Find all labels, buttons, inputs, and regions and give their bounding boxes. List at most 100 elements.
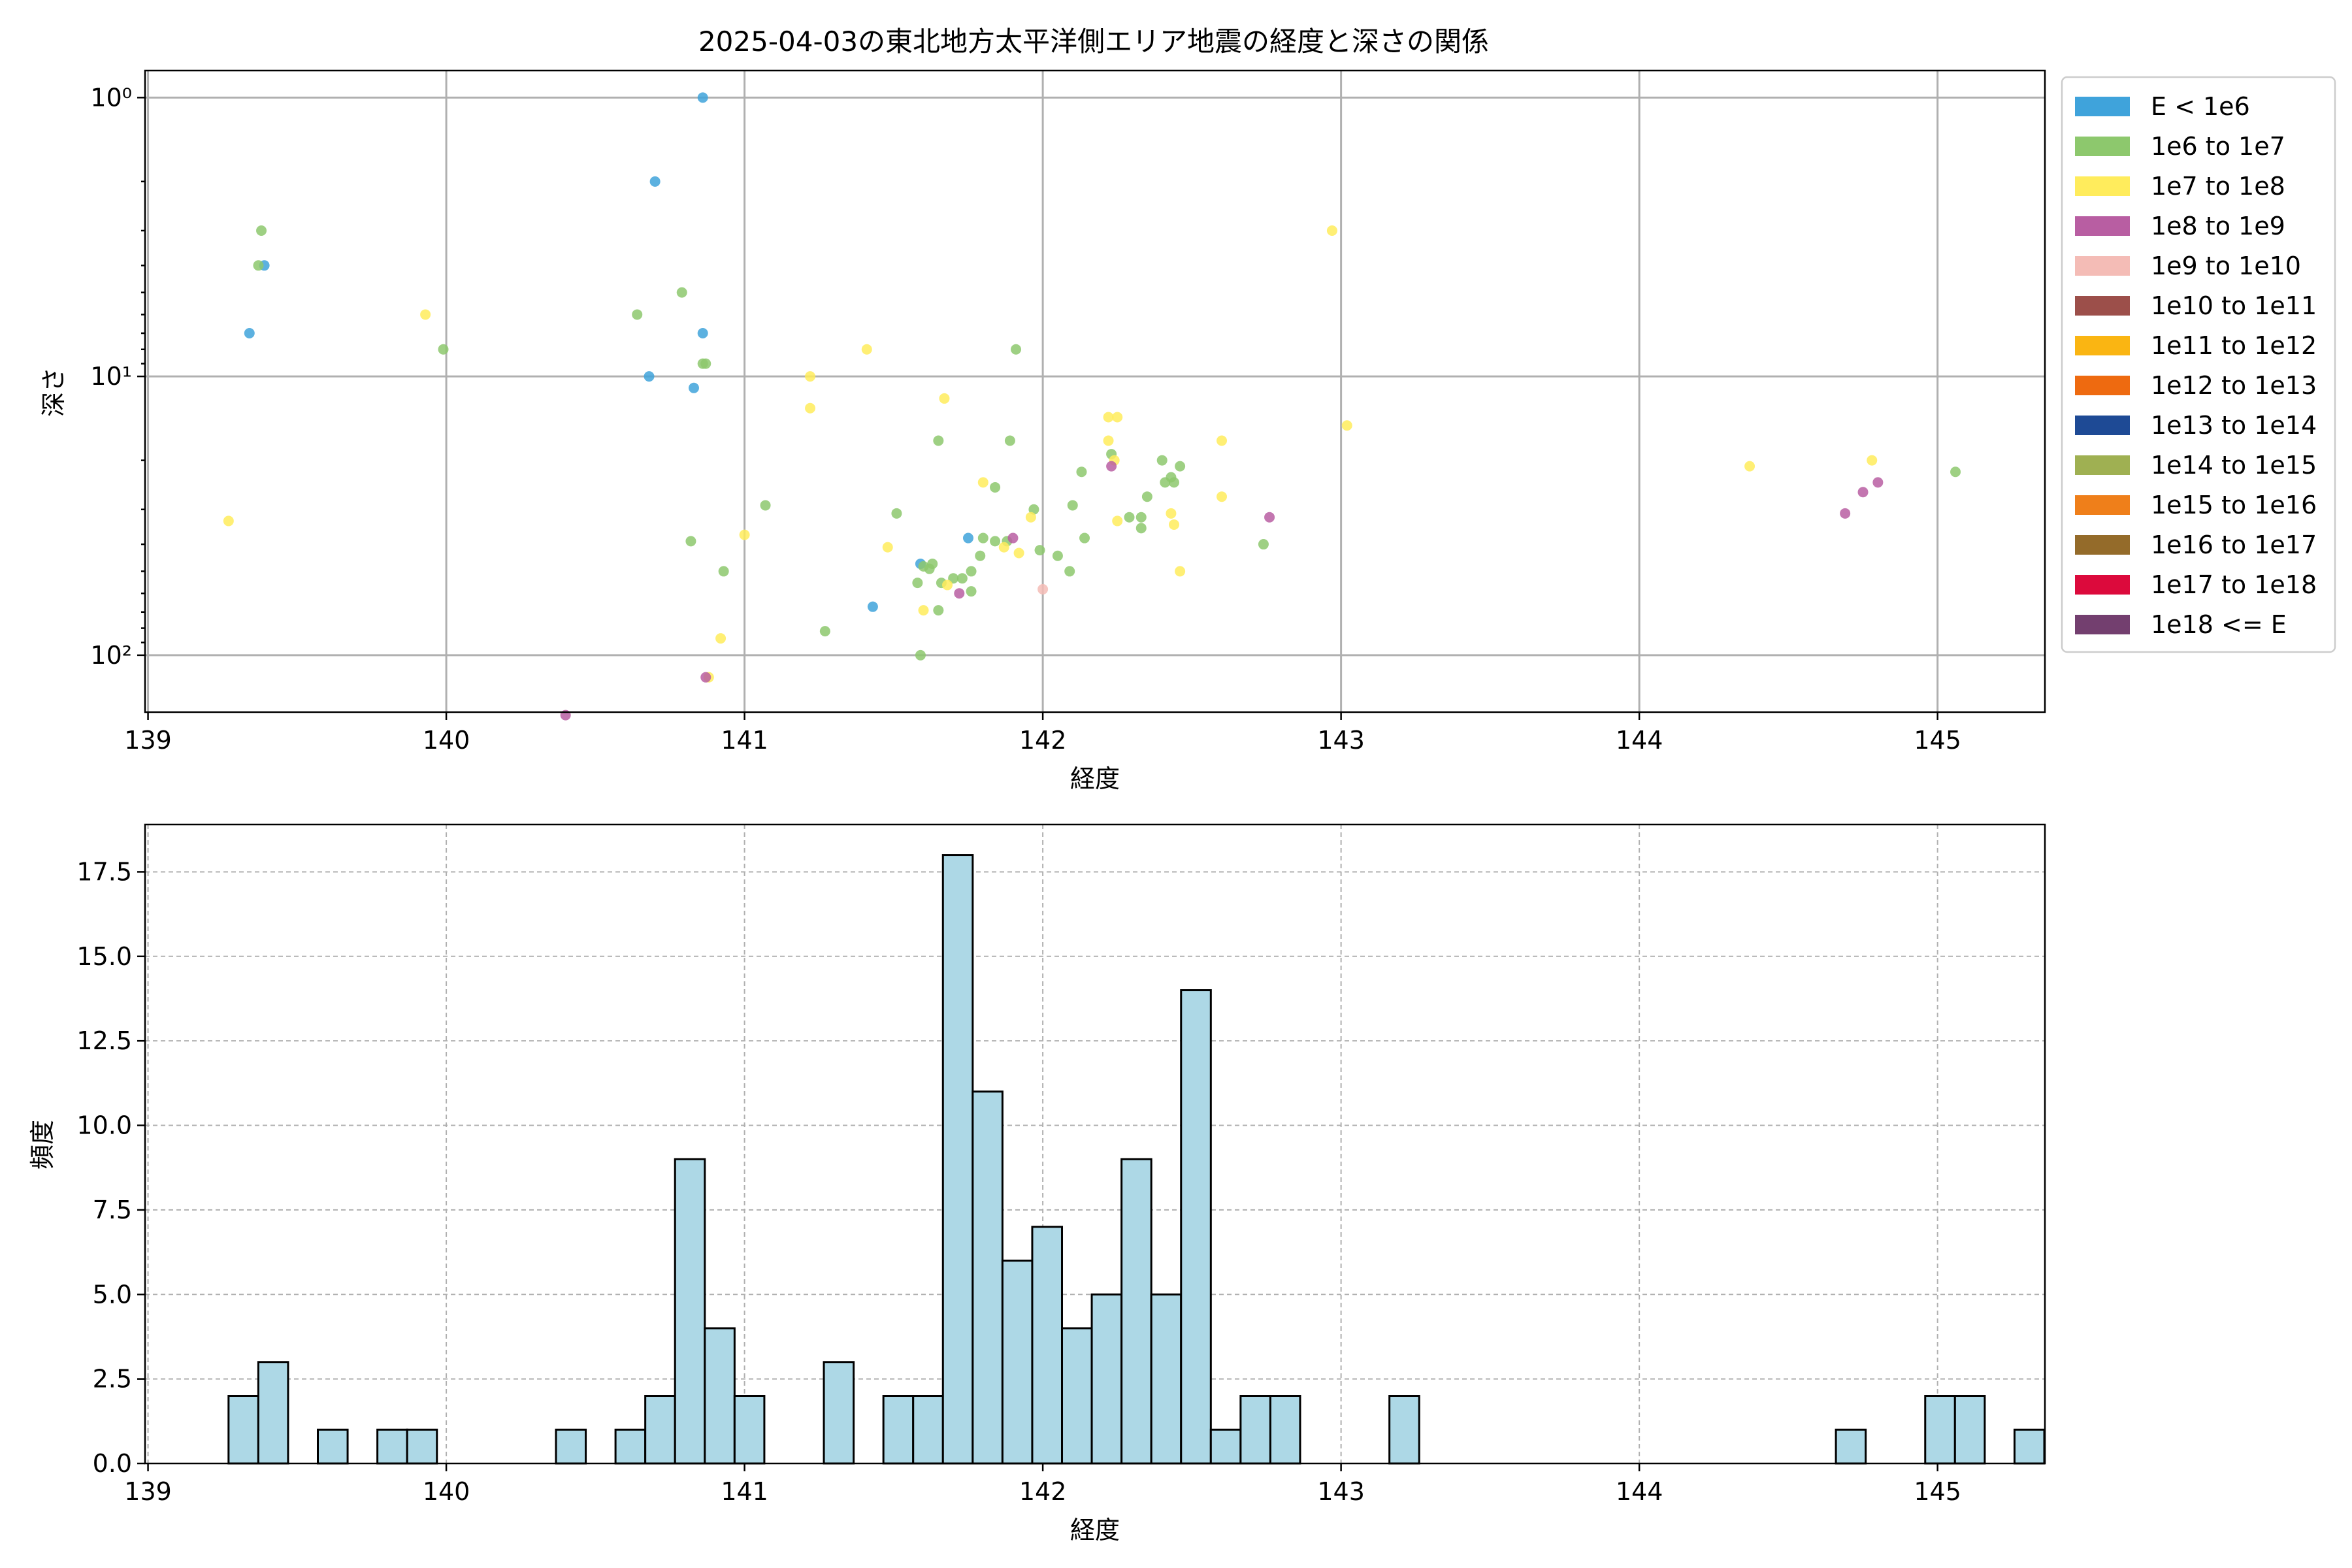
scatter-point xyxy=(1217,491,1228,502)
legend-swatch xyxy=(2075,575,2130,595)
scatter-point xyxy=(1264,512,1275,523)
scatter-point xyxy=(1037,583,1049,595)
scatter-point xyxy=(1106,461,1117,472)
scatter-point xyxy=(1341,420,1352,431)
legend-label: 1e15 to 1e16 xyxy=(2151,491,2317,519)
scatter-y-tick-label: 10² xyxy=(90,641,132,670)
histogram-bar xyxy=(1835,1428,1867,1465)
scatter-y-tick-label: 10¹ xyxy=(90,362,132,391)
scatter-point xyxy=(632,309,643,320)
scatter-point xyxy=(1840,508,1851,519)
scatter-chart: 2025-04-03の東北地方太平洋側エリア地震の経度と深さの関係 139 140… xyxy=(39,25,2336,793)
histogram-y-tick-label: 0.0 xyxy=(93,1449,132,1478)
legend-swatch xyxy=(2075,535,2130,555)
scatter-x-tick-label: 139 xyxy=(124,726,172,755)
scatter-point xyxy=(819,626,830,637)
scatter-point xyxy=(1034,545,1045,556)
scatter-point xyxy=(438,344,449,355)
legend-swatch xyxy=(2075,336,2130,355)
histogram-bar xyxy=(406,1428,438,1465)
scatter-point xyxy=(998,542,1009,553)
scatter-point xyxy=(697,328,708,339)
scatter-point xyxy=(975,550,986,561)
scatter-point xyxy=(688,382,699,393)
scatter-point xyxy=(1076,466,1087,478)
histogram-bar xyxy=(644,1395,676,1465)
scatter-point xyxy=(966,586,977,597)
histogram-y-ticks: 0.0 2.5 5.0 7.5 10.0 12.5 15.0 17.5 xyxy=(76,857,145,1478)
histogram-bars xyxy=(227,854,2046,1465)
scatter-x-tick-label: 145 xyxy=(1914,726,1961,755)
histogram-y-tick-label: 10.0 xyxy=(76,1111,132,1140)
scatter-title: 2025-04-03の東北地方太平洋側エリア地震の経度と深さの関係 xyxy=(698,25,1489,57)
histogram-y-tick-label: 2.5 xyxy=(93,1365,132,1394)
scatter-point xyxy=(244,328,255,339)
scatter-gridlines xyxy=(145,71,2045,712)
histogram-bar xyxy=(972,1090,1004,1465)
histogram-plot-frame xyxy=(144,823,2046,1465)
histogram-y-axis-label: 頻度 xyxy=(28,1120,57,1169)
scatter-x-tick-label: 141 xyxy=(721,726,768,755)
legend-swatch xyxy=(2075,296,2130,316)
scatter-x-tick-label: 140 xyxy=(423,726,470,755)
scatter-point xyxy=(1103,412,1114,423)
scatter-point xyxy=(649,176,661,187)
scatter-point xyxy=(1168,519,1179,530)
scatter-point xyxy=(933,435,944,446)
scatter-point xyxy=(805,402,816,414)
histogram-bar xyxy=(1388,1395,1420,1465)
scatter-x-tick-label: 144 xyxy=(1616,726,1663,755)
legend-swatch xyxy=(2075,615,2130,634)
scatter-point xyxy=(805,371,816,382)
histogram-x-tick-label: 140 xyxy=(423,1477,470,1506)
histogram-bar xyxy=(704,1327,736,1465)
scatter-point xyxy=(1135,523,1147,534)
legend-swatch xyxy=(2075,495,2130,515)
legend-swatch xyxy=(2075,376,2130,395)
legend-label: 1e11 to 1e12 xyxy=(2151,331,2317,360)
scatter-point xyxy=(223,515,234,527)
scatter-point xyxy=(1112,515,1123,527)
scatter-point xyxy=(867,601,878,612)
scatter-point xyxy=(861,344,872,355)
scatter-point xyxy=(1064,566,1075,577)
scatter-x-tick-label: 142 xyxy=(1019,726,1067,755)
histogram-x-tick-label: 145 xyxy=(1914,1477,1961,1506)
scatter-point xyxy=(1217,435,1228,446)
histogram-x-tick-label: 143 xyxy=(1317,1477,1365,1506)
scatter-point xyxy=(1141,491,1152,502)
legend-swatch xyxy=(2075,97,2130,116)
histogram-bar xyxy=(674,1158,706,1465)
histogram-y-tick-label: 7.5 xyxy=(93,1196,132,1224)
histogram-bar xyxy=(1061,1327,1093,1465)
scatter-point xyxy=(760,500,771,511)
legend-swatch xyxy=(2075,256,2130,276)
legend-swatch xyxy=(2075,216,2130,236)
scatter-point xyxy=(1025,512,1036,523)
scatter-point xyxy=(1004,435,1015,446)
scatter-point xyxy=(1744,461,1756,472)
histogram-bar xyxy=(1150,1293,1183,1465)
histogram-bar xyxy=(2013,1428,2046,1465)
scatter-point xyxy=(1011,344,1022,355)
scatter-x-tick-label: 143 xyxy=(1317,726,1365,755)
scatter-point xyxy=(1175,461,1186,472)
scatter-point xyxy=(715,633,727,644)
scatter-point xyxy=(420,309,431,320)
scatter-point xyxy=(977,477,988,488)
histogram-bar xyxy=(733,1395,766,1465)
histogram-x-tick-label: 141 xyxy=(721,1477,768,1506)
scatter-point xyxy=(924,563,935,574)
scatter-point xyxy=(942,580,953,591)
legend-label: 1e7 to 1e8 xyxy=(2151,172,2285,201)
scatter-point xyxy=(256,225,267,236)
scatter-point xyxy=(948,573,959,584)
scatter-point xyxy=(882,542,893,553)
histogram-bar xyxy=(376,1428,408,1465)
legend-label: 1e18 <= E xyxy=(2151,610,2287,639)
scatter-point xyxy=(933,605,944,616)
scatter-point xyxy=(1857,487,1869,498)
scatter-point xyxy=(697,92,708,103)
scatter-point xyxy=(685,536,696,547)
